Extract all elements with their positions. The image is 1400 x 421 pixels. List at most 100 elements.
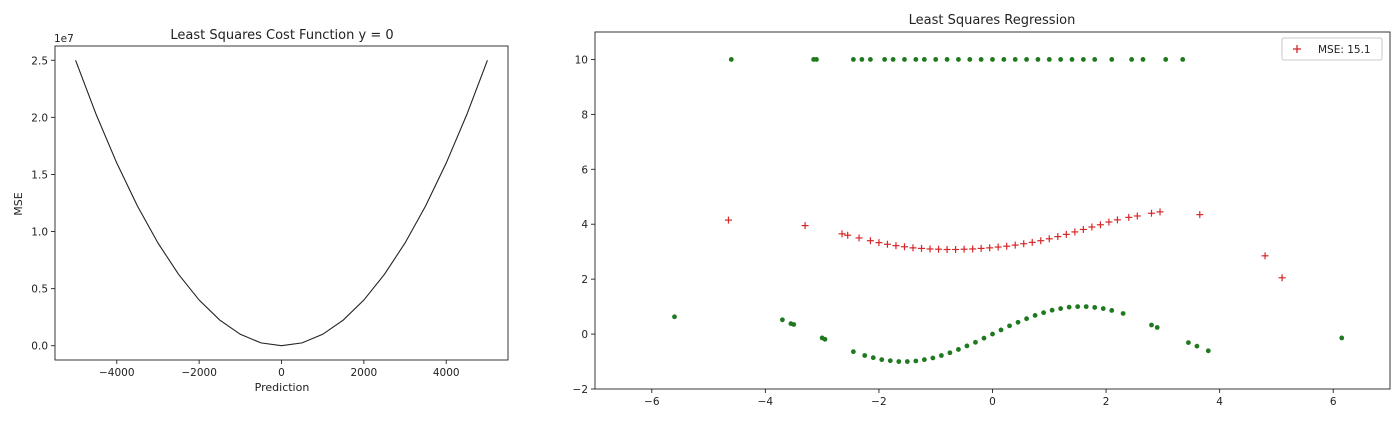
chart1-y-tick-label: 1.0 — [31, 227, 48, 239]
data-point — [1058, 57, 1064, 62]
data-point — [967, 57, 973, 62]
data-point — [1092, 305, 1098, 310]
prediction-point — [883, 240, 891, 248]
data-point — [921, 357, 927, 363]
prediction-point — [952, 246, 960, 253]
chart2-y-tick-label: 2 — [581, 274, 588, 286]
prediction-point — [1148, 209, 1155, 217]
prediction-point — [994, 243, 1002, 251]
data-point — [978, 57, 984, 62]
data-point — [1049, 307, 1055, 313]
prediction-point — [1113, 216, 1121, 224]
data-point — [1140, 57, 1146, 62]
data-point — [1035, 57, 1041, 62]
data-point — [672, 314, 677, 320]
chart1-x-label: Prediction — [255, 381, 310, 394]
data-point — [904, 359, 910, 364]
data-point — [887, 358, 893, 364]
data-point — [868, 57, 873, 62]
chart1-x-tick-label: −4000 — [99, 367, 135, 379]
chart1-y-tick-label: 0.0 — [31, 341, 48, 353]
chart2-x-tick-label: 0 — [989, 396, 996, 408]
data-point — [1180, 57, 1186, 62]
prediction-point — [1105, 218, 1113, 226]
data-point — [1186, 340, 1191, 345]
chart2-x-tick-label: 2 — [1103, 396, 1110, 408]
data-point — [814, 57, 819, 62]
data-point — [1083, 304, 1089, 310]
prediction-point — [1045, 235, 1053, 243]
prediction-point — [1079, 225, 1087, 233]
data-point — [1075, 304, 1081, 310]
data-point — [1120, 311, 1126, 316]
prediction-point — [1028, 238, 1036, 246]
chart2-y-tick-label: −2 — [573, 384, 588, 396]
data-point — [822, 336, 828, 342]
data-point — [879, 357, 885, 363]
prediction-point — [724, 216, 732, 224]
prediction-point — [866, 237, 874, 245]
legend-label: MSE: 15.1 — [1318, 44, 1371, 56]
data-point — [1092, 57, 1098, 62]
chart2-y-tick-label: 6 — [581, 164, 588, 176]
prediction-point — [960, 245, 968, 253]
prediction-point — [1037, 237, 1045, 245]
chart2-y-tick-label: 10 — [575, 54, 588, 66]
data-point — [1001, 57, 1007, 62]
data-point — [1129, 57, 1135, 62]
prediction-point — [1156, 208, 1164, 216]
data-point — [779, 317, 785, 323]
chart2-points — [672, 57, 1345, 364]
chart2-y-tick-label: 8 — [581, 109, 588, 121]
prediction-point — [892, 242, 900, 250]
data-point — [850, 349, 856, 355]
prediction-point — [969, 245, 977, 253]
chart1-y-tick-label: 0.5 — [31, 284, 48, 296]
data-point — [870, 355, 876, 361]
chart1-y-tick-label: 1.5 — [31, 169, 48, 181]
data-point — [1058, 306, 1064, 311]
prediction-point — [935, 245, 943, 253]
data-point — [1163, 57, 1169, 62]
cost-function-chart: Least Squares Cost Function y = 0 1e7 MS… — [12, 28, 509, 394]
legend: MSE: 15.1 — [1281, 37, 1383, 61]
prediction-point — [855, 234, 863, 242]
prediction-point — [918, 244, 926, 252]
data-point — [896, 359, 902, 364]
data-point — [1007, 323, 1012, 329]
data-point — [791, 322, 797, 327]
data-point — [981, 335, 987, 341]
prediction-point — [1054, 233, 1062, 241]
chart2-x-tick-label: −4 — [758, 396, 774, 408]
chart1-title: Least Squares Cost Function y = 0 — [170, 28, 393, 43]
regression-chart: Least Squares Regression −6 −4 −2 0 2 4 6 −2 0 2 4… — [573, 13, 1391, 408]
chart1-y-tick-label: 2.5 — [31, 55, 48, 67]
prediction-point — [1278, 274, 1286, 282]
prediction-point — [1125, 213, 1133, 221]
data-point — [1080, 57, 1086, 62]
data-point — [938, 353, 944, 358]
data-point — [1194, 343, 1200, 349]
data-point — [1339, 335, 1345, 341]
data-point — [902, 57, 907, 62]
chart1-y-tick-label: 2.0 — [31, 112, 48, 124]
chart1-x-tick-label: 0 — [278, 367, 285, 379]
prediction-point — [1003, 242, 1011, 250]
prediction-point — [1088, 223, 1096, 231]
prediction-point — [1196, 211, 1204, 219]
prediction-point — [1011, 241, 1019, 249]
prediction-point — [875, 239, 883, 247]
data-point — [890, 57, 896, 62]
chart2-y-tick-label: 4 — [581, 219, 588, 231]
prediction-point — [1133, 212, 1141, 220]
data-point — [944, 57, 950, 62]
data-point — [850, 57, 856, 62]
data-point — [964, 343, 970, 349]
chart2-x-tick-label: −2 — [871, 396, 886, 408]
data-point — [1024, 316, 1029, 322]
chart1-x-tick-label: 4000 — [433, 367, 460, 379]
prediction-point — [986, 244, 994, 252]
prediction-point — [1261, 252, 1269, 260]
data-point — [930, 355, 936, 361]
prediction-point — [838, 230, 846, 238]
